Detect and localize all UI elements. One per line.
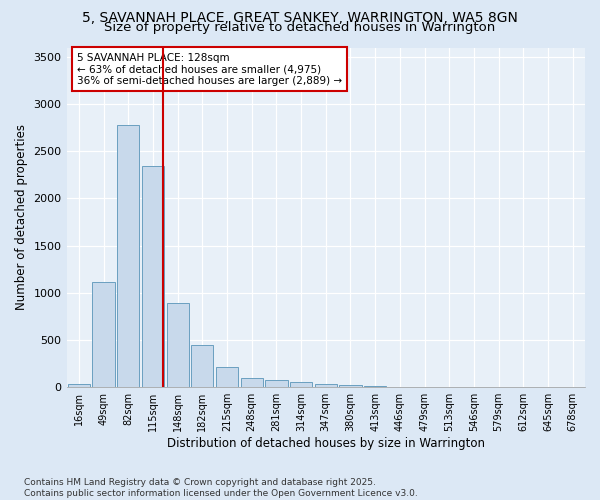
Text: 5, SAVANNAH PLACE, GREAT SANKEY, WARRINGTON, WA5 8GN: 5, SAVANNAH PLACE, GREAT SANKEY, WARRING… <box>82 11 518 25</box>
X-axis label: Distribution of detached houses by size in Warrington: Distribution of detached houses by size … <box>167 437 485 450</box>
Bar <box>314 384 337 387</box>
Bar <box>142 166 164 387</box>
Text: 5 SAVANNAH PLACE: 128sqm
← 63% of detached houses are smaller (4,975)
36% of sem: 5 SAVANNAH PLACE: 128sqm ← 63% of detach… <box>77 52 342 86</box>
Text: Size of property relative to detached houses in Warrington: Size of property relative to detached ho… <box>104 21 496 34</box>
Y-axis label: Number of detached properties: Number of detached properties <box>15 124 28 310</box>
Bar <box>290 382 312 387</box>
Bar <box>265 380 287 387</box>
Bar <box>241 378 263 387</box>
Bar <box>167 303 189 387</box>
Text: Contains HM Land Registry data © Crown copyright and database right 2025.
Contai: Contains HM Land Registry data © Crown c… <box>24 478 418 498</box>
Bar <box>191 344 214 387</box>
Bar <box>92 282 115 387</box>
Bar <box>364 386 386 387</box>
Bar <box>340 386 362 387</box>
Bar <box>216 368 238 387</box>
Bar <box>117 125 139 387</box>
Bar <box>68 384 90 387</box>
